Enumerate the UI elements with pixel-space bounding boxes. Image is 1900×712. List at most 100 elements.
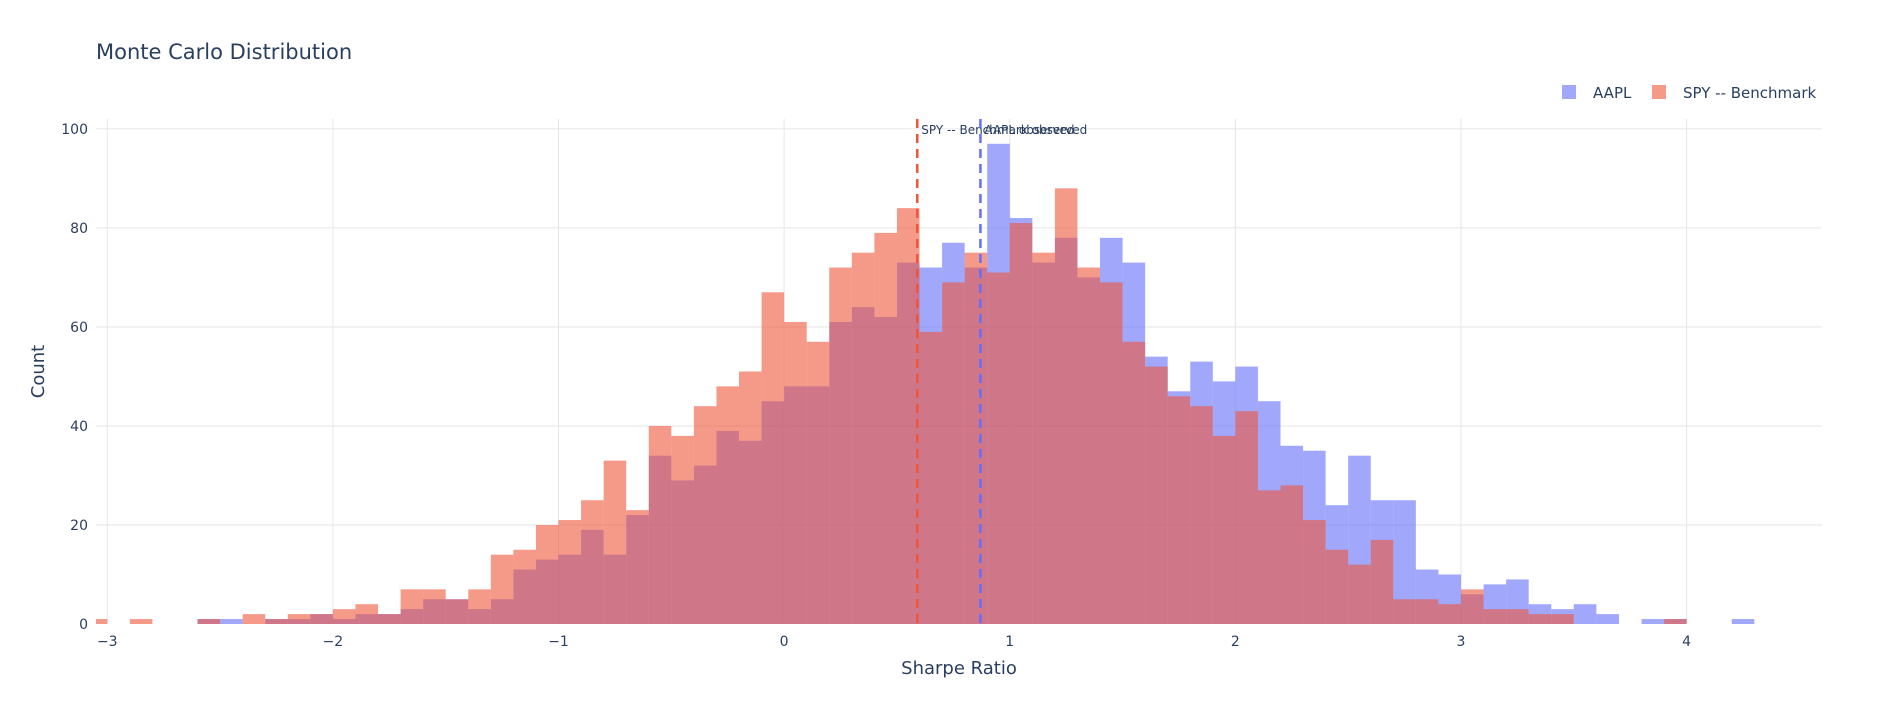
histogram-bar xyxy=(490,554,514,624)
y-tick-label: 100 xyxy=(61,122,88,138)
histogram-bar xyxy=(919,331,943,624)
x-axis-title: Sharpe Ratio xyxy=(901,658,1017,679)
histogram-bar xyxy=(851,252,875,625)
histogram-bar xyxy=(761,292,785,624)
histogram-bar xyxy=(648,425,672,624)
histogram-bar xyxy=(1506,609,1529,624)
histogram-bar xyxy=(378,614,401,624)
y-tick-label: 0 xyxy=(79,617,88,633)
x-tick-label: −2 xyxy=(323,634,344,650)
histogram-bar xyxy=(1348,564,1371,624)
histogram-bar xyxy=(1528,614,1552,624)
histogram-bar xyxy=(1054,188,1078,624)
legend-item-aapl[interactable]: AAPL xyxy=(1562,84,1632,102)
legend-item-spy[interactable]: SPY -- Benchmark xyxy=(1652,84,1817,102)
histogram-bar xyxy=(1032,252,1055,625)
histogram-bar xyxy=(1393,599,1416,624)
histogram-bar xyxy=(1235,411,1258,624)
histogram-bar xyxy=(806,341,830,624)
histogram-bar xyxy=(423,589,446,624)
histogram-bar xyxy=(1461,589,1484,624)
histogram-bar xyxy=(829,267,852,624)
histogram-bar xyxy=(1731,619,1755,624)
histogram-bar xyxy=(558,520,582,624)
histogram-bar xyxy=(1325,549,1349,624)
histogram-bar xyxy=(1257,490,1281,624)
x-tick-label: −1 xyxy=(548,634,569,650)
x-tick-label: 1 xyxy=(1005,634,1014,650)
legend-label-aapl: AAPL xyxy=(1593,84,1632,102)
histogram-bar xyxy=(671,435,694,624)
histogram-bar xyxy=(1280,485,1304,624)
x-tick-label: 2 xyxy=(1231,634,1240,650)
histogram-bar xyxy=(626,510,649,624)
histogram-bar xyxy=(332,609,356,624)
chart-title: Monte Carlo Distribution xyxy=(96,40,352,64)
histogram-bar xyxy=(242,614,266,624)
histogram-bar xyxy=(513,549,536,624)
histogram-bar xyxy=(1551,614,1574,624)
x-tick-label: 3 xyxy=(1457,634,1466,650)
histogram-bar xyxy=(310,614,333,624)
histogram-bar xyxy=(1009,222,1033,624)
legend-label-spy: SPY -- Benchmark xyxy=(1683,84,1817,102)
histogram-bar xyxy=(942,282,965,624)
histogram-bar xyxy=(1145,366,1168,624)
histogram-bar xyxy=(287,614,311,624)
histogram-bar xyxy=(129,619,153,624)
series-1-bars xyxy=(96,188,1687,625)
histogram-bar xyxy=(400,589,424,624)
histogram-bar xyxy=(1596,614,1619,624)
histogram-bar xyxy=(1483,609,1507,624)
histogram-bar xyxy=(1370,539,1394,624)
y-tick-label: 80 xyxy=(70,221,88,237)
histogram-bar xyxy=(784,321,807,624)
legend[interactable]: AAPL SPY -- Benchmark xyxy=(1562,84,1817,102)
histogram-bar xyxy=(1167,396,1191,624)
histogram-bar xyxy=(1303,520,1326,624)
histogram-bar xyxy=(964,252,988,625)
histogram-bar xyxy=(1641,619,1665,624)
histogram-bar xyxy=(739,371,762,624)
histogram-bar xyxy=(535,524,559,624)
histogram-bar xyxy=(603,460,627,624)
histogram-bar xyxy=(468,589,491,624)
histogram-bar xyxy=(1393,500,1416,624)
histogram-bar xyxy=(693,406,717,624)
histogram-bar xyxy=(1100,282,1123,624)
histogram-bar xyxy=(1190,406,1213,624)
x-tick-label: 4 xyxy=(1682,634,1691,650)
x-tick-label: −3 xyxy=(97,634,118,650)
histogram-bar xyxy=(96,619,108,624)
y-tick-label: 20 xyxy=(70,518,88,534)
y-tick-label: 40 xyxy=(70,419,88,435)
histogram-bar xyxy=(1212,435,1236,624)
y-tick-label: 60 xyxy=(70,320,88,336)
histogram-bar xyxy=(874,232,897,624)
histogram-bar xyxy=(1573,604,1597,624)
histogram-bar xyxy=(1077,267,1101,624)
histogram-bar xyxy=(265,619,288,624)
histogram-bar xyxy=(445,599,469,624)
histogram-bar xyxy=(355,604,379,624)
observed-annotation: SPY -- Benchmark observed xyxy=(921,123,1087,137)
histogram-bar xyxy=(1415,599,1439,624)
histogram-bar xyxy=(1664,619,1687,624)
histogram-bar xyxy=(220,619,243,624)
histogram-bars xyxy=(96,143,1755,625)
observed-annotation: AAPL observed xyxy=(984,123,1074,137)
legend-swatch-aapl xyxy=(1562,85,1576,99)
histogram-bar xyxy=(1438,604,1462,624)
histogram-bar xyxy=(896,208,920,624)
legend-swatch-spy xyxy=(1652,85,1666,99)
histogram-bar xyxy=(197,619,221,624)
histogram-bar xyxy=(987,272,1010,624)
histogram-bar xyxy=(716,386,740,624)
x-tick-label: 0 xyxy=(780,634,789,650)
histogram-bar xyxy=(1122,341,1146,624)
y-axis-title: Count xyxy=(28,345,49,398)
histogram-bar xyxy=(581,500,604,624)
